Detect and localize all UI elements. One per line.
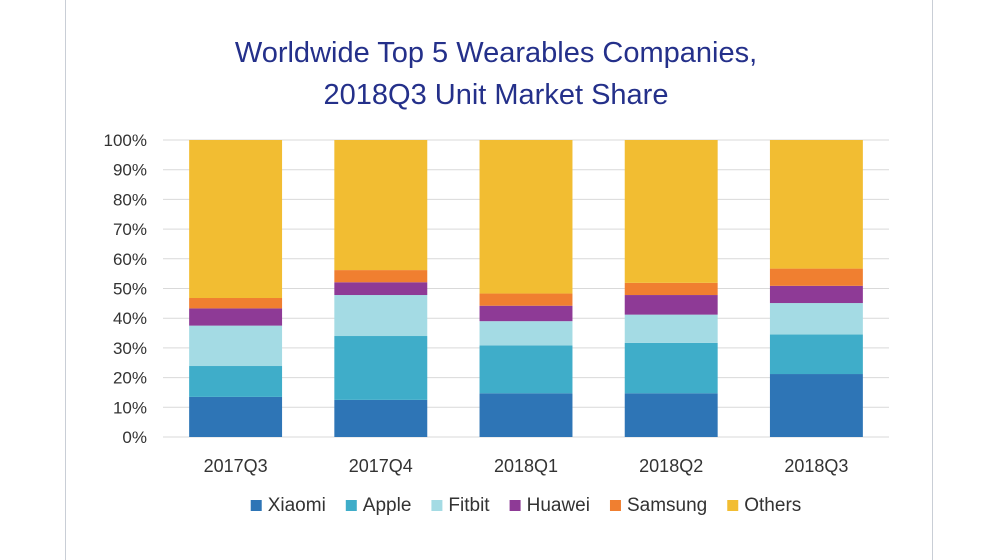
right-frame-line (932, 0, 933, 560)
bar-segment-xiaomi (189, 396, 283, 437)
bar-segment-samsung (769, 268, 863, 286)
legend-swatch-apple (345, 500, 357, 511)
y-tick-label: 70% (113, 220, 147, 239)
bar-segment-huawei (479, 305, 573, 322)
bar-segment-apple (624, 342, 718, 394)
y-tick-label: 60% (113, 250, 147, 269)
bar-segment-huawei (189, 308, 283, 326)
legend-label-apple: Apple (363, 495, 412, 516)
x-tick-label: 2018Q2 (639, 456, 703, 476)
bar-segment-fitbit (769, 303, 863, 335)
left-frame-line (65, 0, 66, 560)
bar-segment-fitbit (479, 321, 573, 346)
bar-segment-huawei (334, 282, 428, 296)
chart-title: Worldwide Top 5 Wearables Companies, (235, 37, 757, 69)
bar-segment-others (189, 140, 283, 299)
bar-segment-xiaomi (624, 393, 718, 437)
bar-segment-fitbit (189, 325, 283, 367)
legend-swatch-huawei (509, 500, 521, 511)
bar-segment-apple (189, 366, 283, 397)
y-tick-label: 0% (122, 428, 147, 447)
x-axis: 2017Q3 2017Q4 2018Q1 2018Q2 2018Q3 (204, 456, 849, 476)
legend-swatch-xiaomi (250, 500, 262, 511)
bar-segment-apple (334, 336, 428, 400)
y-tick-label: 90% (113, 161, 147, 180)
bar-segment-others (769, 140, 863, 269)
y-tick-label: 50% (113, 280, 147, 299)
bar-segment-huawei (769, 285, 863, 304)
y-tick-label: 80% (113, 190, 147, 209)
bar-segment-fitbit (624, 314, 718, 343)
bar-segment-others (334, 140, 428, 271)
bar-segment-samsung (479, 293, 573, 306)
y-axis: 0% 10% 20% 30% 40% 50% 60% 70% 80% 90% 100% (104, 131, 147, 447)
bar-segment-fitbit (334, 295, 428, 337)
bar-segment-others (479, 140, 573, 294)
y-tick-label: 30% (113, 339, 147, 358)
chart-subtitle: 2018Q3 Unit Market Share (324, 79, 669, 111)
bar-segment-xiaomi (334, 399, 428, 437)
bar-segment-xiaomi (479, 393, 573, 437)
legend-swatch-others (727, 500, 739, 511)
x-tick-label: 2018Q1 (494, 456, 558, 476)
legend-label-huawei: Huawei (527, 495, 590, 516)
y-tick-label: 100% (104, 131, 147, 150)
bar-segment-xiaomi (769, 374, 863, 437)
legend-label-samsung: Samsung (627, 495, 707, 516)
bar-segment-apple (769, 334, 863, 375)
x-tick-label: 2018Q3 (784, 456, 848, 476)
y-tick-label: 10% (113, 398, 147, 417)
bar-segment-samsung (334, 270, 428, 283)
x-tick-label: 2017Q4 (349, 456, 413, 476)
legend-label-fitbit: Fitbit (448, 495, 490, 516)
x-tick-label: 2017Q3 (204, 456, 268, 476)
bar-segment-huawei (624, 295, 718, 315)
bar-segment-apple (479, 345, 573, 394)
legend-label-others: Others (744, 495, 801, 516)
y-tick-label: 20% (113, 369, 147, 388)
y-tick-label: 40% (113, 309, 147, 328)
bar-segment-others (624, 140, 718, 283)
bars-layer (189, 140, 863, 437)
legend: Xiaomi Apple Fitbit Huawei Samsung Others (250, 495, 801, 516)
legend-swatch-samsung (609, 500, 621, 511)
legend-swatch-fitbit (431, 500, 443, 511)
bar-segment-samsung (624, 282, 718, 296)
legend-label-xiaomi: Xiaomi (268, 495, 326, 516)
bar-segment-samsung (189, 298, 283, 309)
